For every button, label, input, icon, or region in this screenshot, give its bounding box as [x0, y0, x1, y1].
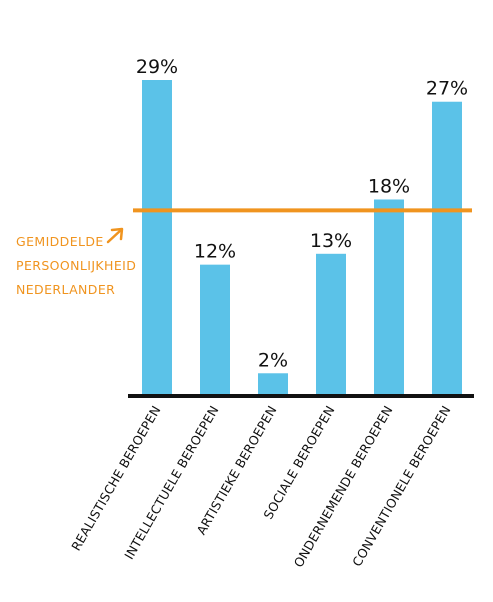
reference-annotation: GEMIDDELDE PERSOONLIJKHEID NEDERLANDER	[16, 227, 136, 297]
reference-label-line-3: NEDERLANDER	[16, 282, 115, 297]
value-labels: 29% 12% 2% 13% 18% 27%	[136, 56, 468, 371]
bar-5	[374, 199, 404, 395]
category-label-6: CONVENTIONELE BEROEPEN	[349, 403, 454, 569]
bar-4	[316, 253, 346, 395]
value-label-1: 29%	[136, 56, 178, 78]
reference-label-line-2: PERSOONLIJKHEID	[16, 258, 136, 273]
bars	[142, 80, 462, 396]
value-label-4: 13%	[310, 230, 352, 252]
bar-2	[200, 264, 230, 395]
value-label-5: 18%	[368, 175, 410, 197]
value-label-3: 2%	[258, 349, 288, 371]
category-label-5: ONDERNEMENDE BEROEPEN	[291, 403, 396, 570]
arrow-up-right-icon	[106, 227, 124, 244]
bar-3	[258, 373, 288, 395]
bar-1	[142, 80, 172, 395]
value-label-2: 12%	[194, 241, 236, 263]
bar-6	[432, 101, 462, 396]
reference-label-line-1: GEMIDDELDE	[16, 234, 104, 249]
value-label-6: 27%	[426, 78, 468, 100]
